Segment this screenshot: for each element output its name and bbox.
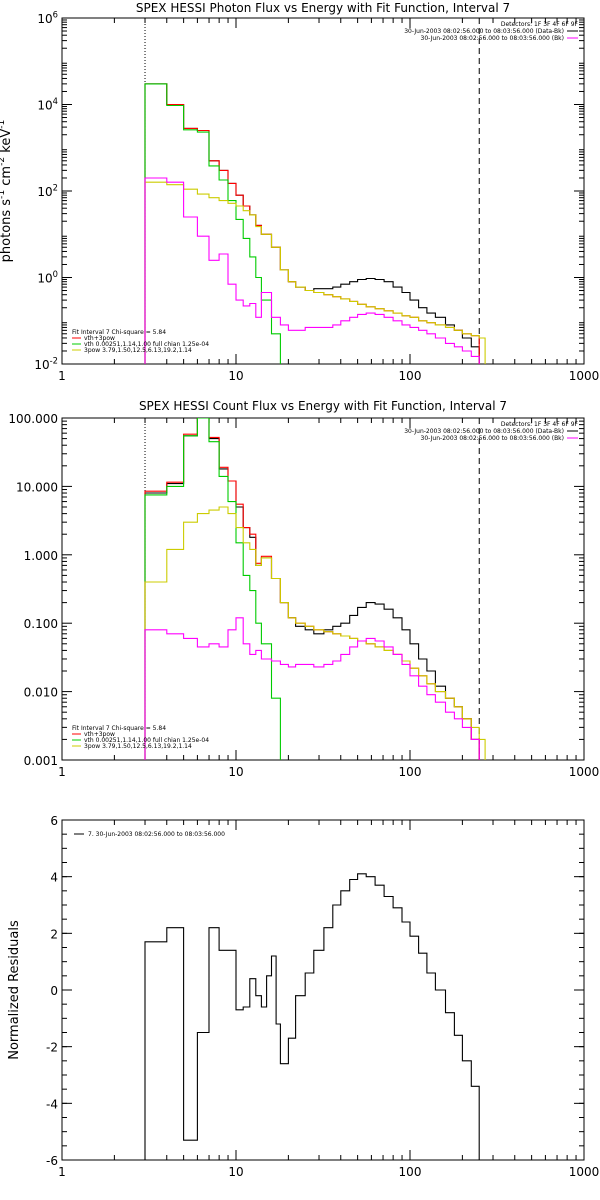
legend-entry: 3pow 3.79,1.50,12.5,6.13,19.2,1.14 xyxy=(84,743,192,750)
legend-entry: vth 0.00251,1.14,1.00 full chian 1.25e-0… xyxy=(84,737,209,744)
legend-entry: Fit Interval 7 Chi-square = 5.84 xyxy=(72,329,166,336)
y-axis-label: Normalized Residuals xyxy=(7,920,22,1060)
series-group xyxy=(144,418,486,760)
y-tick-label: 100.000 xyxy=(8,412,58,426)
y-tick-label: 0.001 xyxy=(24,754,58,768)
legend-entry: Detectors: 1F 3F 4F 6F 9F xyxy=(501,21,579,28)
y-tick-label: -2 xyxy=(46,1041,58,1055)
y-tick-label: 100​ xyxy=(37,269,58,285)
y-tick-label: 4 xyxy=(50,871,58,885)
x-tick-label: 10 xyxy=(228,765,243,779)
legend-entry: Fit Interval 7 Chi-square = 5.84 xyxy=(72,725,166,732)
x-tick-label: 10 xyxy=(228,1165,243,1179)
series-group xyxy=(144,83,486,364)
photon-flux-panel: SPEX HESSI Photon Flux vs Energy with Fi… xyxy=(0,1,600,383)
x-tick-label: 1000 xyxy=(569,1165,600,1179)
chart-title: SPEX HESSI Count Flux vs Energy with Fit… xyxy=(139,399,507,413)
legend-entry: vth+3pow xyxy=(84,335,115,342)
y-axis-label: photons s-1​ cm-2​ keV-1​ xyxy=(0,120,14,263)
series-group xyxy=(144,873,480,1160)
y-tick-label: 10.000 xyxy=(16,480,58,494)
y-tick-label: 0 xyxy=(50,984,58,998)
y-tick-label: 0.100 xyxy=(24,617,58,631)
y-tick-label: 1.000 xyxy=(24,549,58,563)
x-tick-label: 1 xyxy=(58,765,66,779)
series-line-4 xyxy=(144,177,480,364)
series-line-3 xyxy=(144,506,486,760)
series-line-1 xyxy=(144,83,480,364)
x-tick-label: 100 xyxy=(399,765,422,779)
legend-entry: 30-Jun-2003 08:02:56.000 to 08:03:56.000… xyxy=(421,35,564,42)
y-tick-label: 0.010 xyxy=(24,686,58,700)
series-line-2 xyxy=(144,418,281,760)
legend-entry: 30-Jun-2003 08:02:56.000 to 08:03:56.000… xyxy=(404,428,564,435)
x-tick-label: 1 xyxy=(58,1165,66,1179)
legend-entry: Detectors: 1F 3F 4F 6F 9F xyxy=(501,421,579,428)
legend-entry: vth 0.00251,1.14,1.00 full chian 1.25e-0… xyxy=(84,341,209,348)
series-line-0 xyxy=(144,873,480,1160)
plot-frame xyxy=(61,819,585,1161)
y-tick-label: 102​ xyxy=(37,183,58,199)
count-flux-panel: SPEX HESSI Count Flux vs Energy with Fit… xyxy=(8,399,600,779)
y-tick-label: 106​ xyxy=(37,10,58,26)
x-tick-label: 10 xyxy=(228,369,243,383)
series-line-4 xyxy=(144,617,480,760)
residuals-panel: 1 10 100 1000 -6 -4 -2 0 2 4 6 Normalized Residuals… xyxy=(7,814,600,1179)
legend-entry: 30-Jun-2003 08:02:56.000 to 08:03:56.000… xyxy=(421,435,564,442)
plot-frame xyxy=(61,417,585,761)
series-line-0 xyxy=(144,418,480,760)
y-tick-label: -4 xyxy=(46,1097,58,1111)
legend-entry: 30-Jun-2003 08:02:56.000 to 08:03:56.000… xyxy=(404,28,564,35)
y-tick-label: -6 xyxy=(46,1154,58,1168)
x-tick-label: 1000 xyxy=(569,765,600,779)
legend-entry: 7. 30-Jun-2003 08:02:56.000 to 08:03:56.… xyxy=(88,831,225,838)
legend-entry: vth+3pow xyxy=(84,731,115,738)
y-tick-label: 104​ xyxy=(37,96,58,112)
series-line-3 xyxy=(144,181,486,364)
x-tick-label: 1000 xyxy=(569,369,600,383)
y-tick-label: 6 xyxy=(50,814,58,828)
x-tick-label: 100 xyxy=(399,1165,422,1179)
series-line-1 xyxy=(144,418,480,760)
y-tick-label: 10-2​ xyxy=(34,356,58,372)
y-tick-label: 2 xyxy=(50,927,58,941)
x-tick-label: 1 xyxy=(58,369,66,383)
x-tick-label: 100 xyxy=(399,369,422,383)
chart-title: SPEX HESSI Photon Flux vs Energy with Fi… xyxy=(136,1,510,15)
plot-frame xyxy=(61,17,585,365)
legend-entry: 3pow 3.79,1.50,12.5,6.13,19.2,1.14 xyxy=(84,347,192,354)
